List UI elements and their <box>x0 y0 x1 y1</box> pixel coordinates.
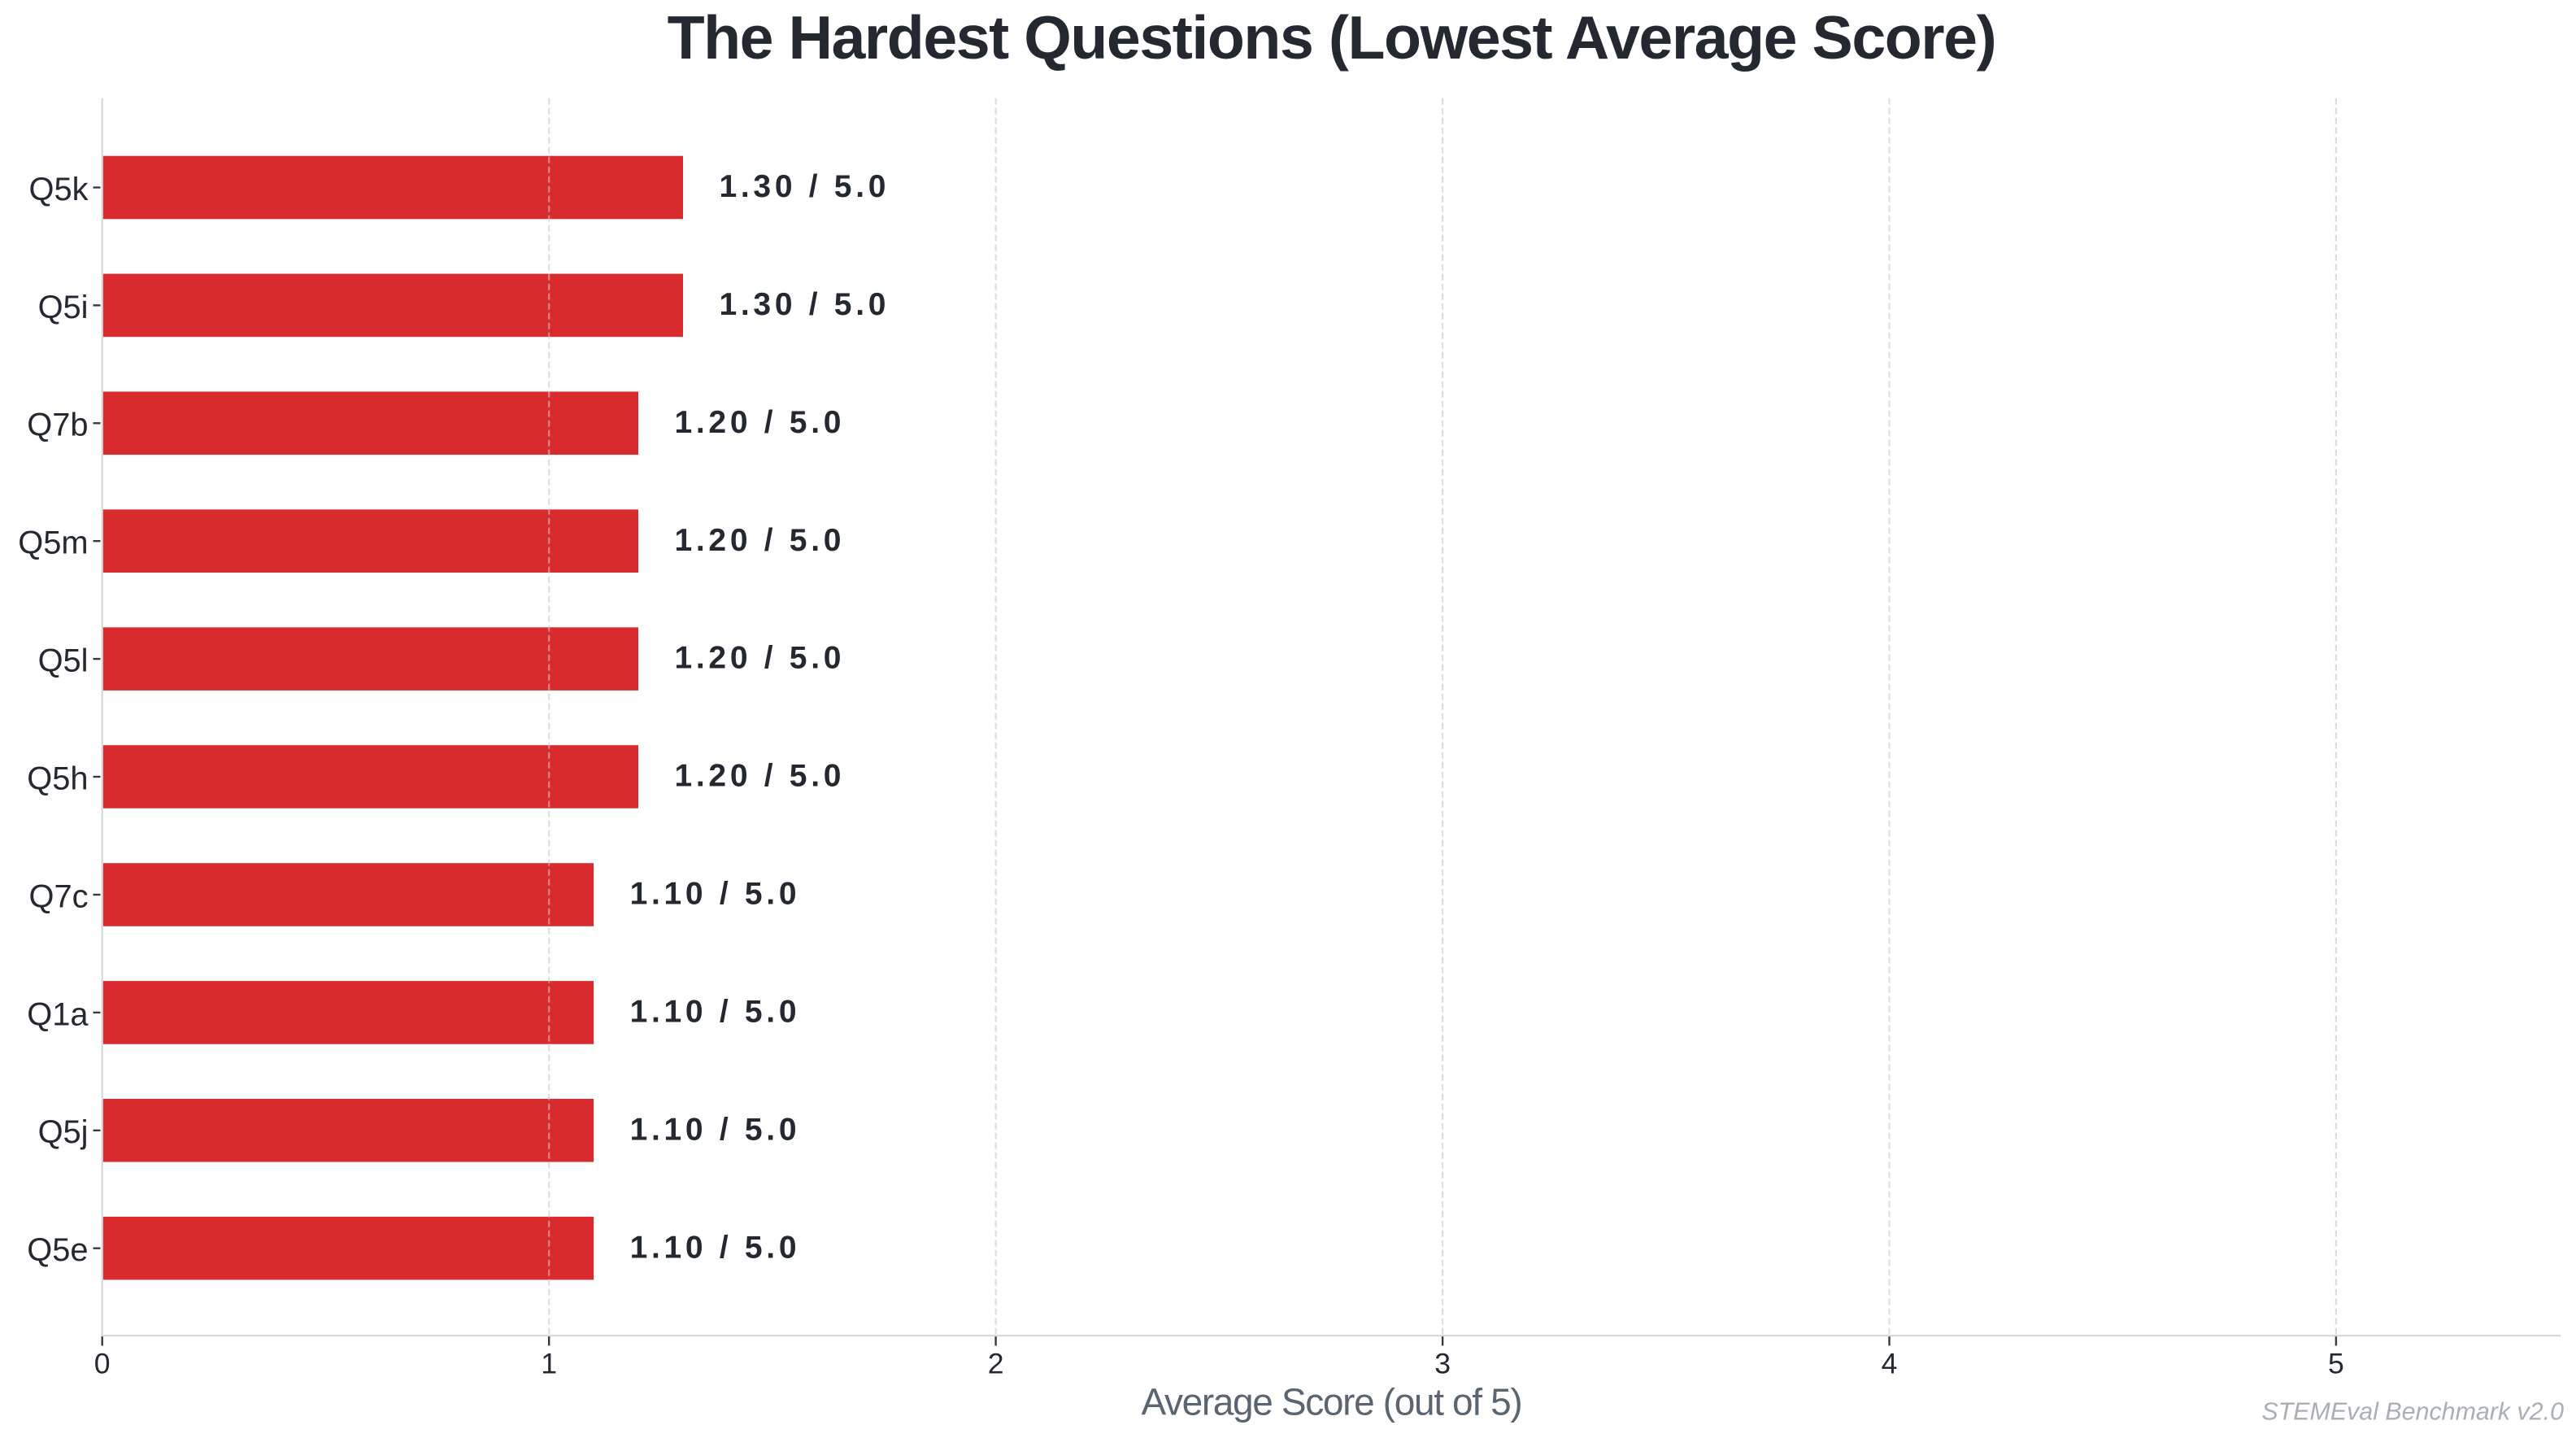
svg-text:1.10 / 5.0: 1.10 / 5.0 <box>630 877 801 912</box>
svg-text:Q7b: Q7b <box>27 407 88 443</box>
svg-text:Q5m: Q5m <box>18 525 88 561</box>
svg-text:1.20 / 5.0: 1.20 / 5.0 <box>675 759 846 794</box>
svg-text:3: 3 <box>1434 1348 1451 1380</box>
svg-text:Q5i: Q5i <box>38 290 89 325</box>
svg-text:4: 4 <box>1882 1348 1898 1380</box>
svg-text:2: 2 <box>988 1348 1004 1380</box>
svg-text:1.20 / 5.0: 1.20 / 5.0 <box>675 523 846 558</box>
svg-text:Q5l: Q5l <box>38 643 89 679</box>
svg-text:Q5j: Q5j <box>38 1114 89 1150</box>
svg-text:1.20 / 5.0: 1.20 / 5.0 <box>675 405 846 440</box>
svg-text:5: 5 <box>2328 1348 2344 1380</box>
svg-text:1.30 / 5.0: 1.30 / 5.0 <box>720 287 890 322</box>
svg-text:1.10 / 5.0: 1.10 / 5.0 <box>630 1230 801 1265</box>
svg-text:0: 0 <box>94 1348 111 1380</box>
svg-text:Q7c: Q7c <box>29 878 89 914</box>
svg-text:Q5e: Q5e <box>27 1232 88 1268</box>
svg-text:Q5h: Q5h <box>27 760 88 796</box>
svg-text:STEMEval Benchmark v2.0: STEMEval Benchmark v2.0 <box>2261 1398 2564 1426</box>
svg-text:The Hardest Questions (Lowest: The Hardest Questions (Lowest Average Sc… <box>668 3 1996 72</box>
svg-text:1.10 / 5.0: 1.10 / 5.0 <box>630 995 801 1030</box>
svg-text:1.30 / 5.0: 1.30 / 5.0 <box>720 169 890 204</box>
svg-text:1.20 / 5.0: 1.20 / 5.0 <box>675 641 846 676</box>
svg-text:1: 1 <box>541 1348 557 1380</box>
svg-text:Q5k: Q5k <box>29 172 89 207</box>
svg-text:Average Score (out of 5): Average Score (out of 5) <box>1141 1380 1521 1423</box>
svg-text:Q1a: Q1a <box>27 996 89 1032</box>
svg-text:1.10 / 5.0: 1.10 / 5.0 <box>630 1112 801 1147</box>
